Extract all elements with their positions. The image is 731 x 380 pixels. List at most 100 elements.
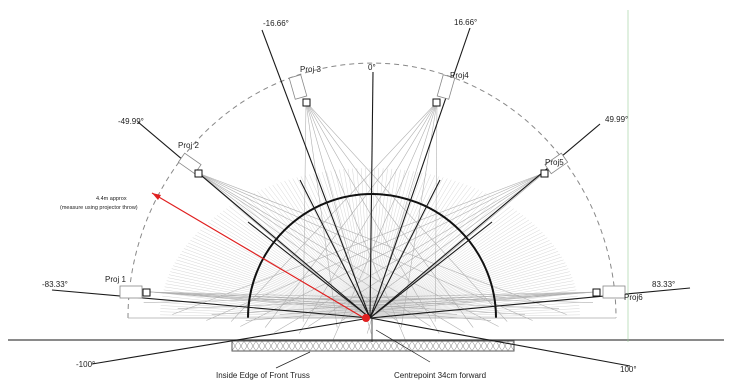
fan-line <box>369 168 380 319</box>
fan-line <box>160 308 371 319</box>
fan-line <box>190 240 371 319</box>
truss-hatch <box>453 340 461 352</box>
fan-line <box>343 169 371 319</box>
fan-line <box>304 175 371 319</box>
fan-line <box>284 180 371 319</box>
truss-hatch <box>291 340 299 352</box>
overlap-line <box>230 101 438 322</box>
fan-line <box>369 175 436 319</box>
truss-hatch <box>423 340 431 352</box>
truss-hatch <box>261 340 269 352</box>
distance-note: (measure using projector throw) <box>60 205 138 211</box>
overlap-line <box>313 291 597 309</box>
truss-hatch <box>249 340 257 352</box>
overlap-line <box>332 101 438 340</box>
truss-hatch <box>309 340 317 352</box>
truss-hatch <box>429 340 437 352</box>
fan-line <box>188 242 371 319</box>
proj-4-label: Proj4 <box>450 71 469 80</box>
distance-arrowhead-a <box>152 193 161 200</box>
fan-line <box>213 217 371 319</box>
truss-hatch <box>297 340 305 352</box>
fan-line <box>160 314 371 319</box>
angle-neg16-label: -16.66° <box>263 19 289 28</box>
truss-hatch <box>381 340 389 352</box>
angle-pos49-label: 49.99° <box>605 115 628 124</box>
fan-line <box>369 265 567 319</box>
proj-5-label: Proj5 <box>545 158 564 167</box>
throw-lines <box>51 27 691 367</box>
throw-line <box>369 123 601 319</box>
fan-line <box>176 259 371 319</box>
fan-line <box>369 242 552 319</box>
truss-hatch <box>321 340 329 352</box>
throw-line <box>369 221 493 319</box>
overlap-line <box>305 101 474 328</box>
overlap-line <box>149 291 560 309</box>
truss-hatch <box>357 340 365 352</box>
truss-hatch <box>273 340 281 352</box>
overlap-line <box>305 101 338 328</box>
projector-2-icon <box>177 152 203 178</box>
front-truss <box>231 340 515 352</box>
throw-line <box>137 121 371 319</box>
fan-line <box>369 308 580 319</box>
truss-hatch <box>447 340 455 352</box>
fan-line <box>369 198 498 319</box>
throw-line <box>261 29 371 319</box>
truss-hatch <box>387 340 395 352</box>
overlap-line <box>305 101 440 334</box>
centrepoint-leader <box>375 329 431 363</box>
truss-hatch <box>351 340 359 352</box>
fan-line <box>253 192 371 319</box>
fan-line <box>369 182 460 319</box>
fan-line <box>369 219 530 319</box>
centrepoint-label: Centrepoint 34cm forward <box>394 371 486 380</box>
fan-line <box>369 227 538 319</box>
outer-dashed-arc <box>127 62 617 319</box>
fan-line <box>369 237 548 319</box>
truss-hatch <box>441 340 449 352</box>
fan-line <box>369 248 557 319</box>
angle-pos100-label: 100° <box>620 365 637 374</box>
fan-line <box>365 168 371 319</box>
proj-6-label: Proj6 <box>624 293 643 302</box>
overlap-line <box>206 172 545 321</box>
fan-line <box>369 292 578 319</box>
truss-hatch <box>471 340 479 352</box>
truss-hatch <box>501 340 509 352</box>
fan-line <box>360 168 371 319</box>
projector-4-icon <box>432 74 456 107</box>
angle-neg83-label: -83.33° <box>42 280 68 289</box>
truss-hatch <box>237 340 245 352</box>
truss-hatch <box>333 340 341 352</box>
truss-hatch <box>411 340 419 352</box>
fan-line <box>174 262 371 319</box>
fan-line <box>369 171 414 319</box>
throw-line <box>369 27 471 319</box>
fan-line <box>210 219 371 319</box>
fan-line <box>369 240 550 319</box>
fan-line <box>160 311 371 319</box>
throw-line <box>247 221 371 319</box>
fan-line <box>167 277 371 319</box>
fan-line <box>264 187 371 319</box>
truss-hatch <box>285 340 293 352</box>
truss-hatch <box>339 340 347 352</box>
fan-line <box>268 186 371 319</box>
truss-hatch <box>243 340 251 352</box>
truss-hatch <box>315 340 323 352</box>
overlap-line <box>342 172 545 321</box>
fan-line <box>369 184 468 319</box>
truss-hatch <box>417 340 425 352</box>
proj-2-label: Proj 2 <box>178 141 199 150</box>
fan-line <box>369 224 535 319</box>
throw-line <box>91 317 371 365</box>
fan-line <box>369 168 388 319</box>
fan-line <box>369 170 410 319</box>
fan-line <box>369 286 576 319</box>
fan-line <box>352 168 371 319</box>
fan-line <box>369 268 569 319</box>
angle-neg49-label: -49.99° <box>118 117 144 126</box>
